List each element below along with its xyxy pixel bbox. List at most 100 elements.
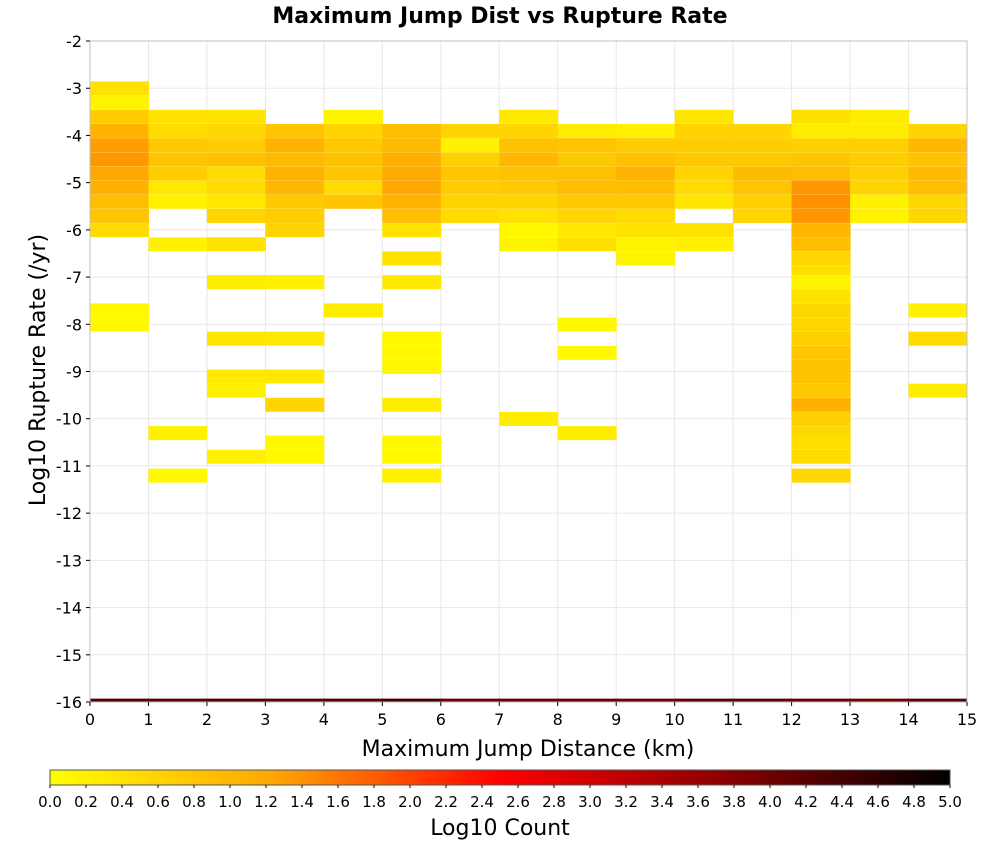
heatmap-cell: [206, 152, 266, 167]
heatmap-cell: [733, 152, 793, 167]
heatmap-cell-bottom: [90, 698, 149, 702]
heatmap-cell: [616, 208, 676, 223]
heatmap-cell: [206, 109, 266, 124]
y-tick-label: -2: [66, 32, 82, 51]
heatmap-cell: [674, 123, 734, 138]
heatmap-cell: [733, 123, 793, 138]
heatmap-cell: [791, 435, 851, 450]
colorbar-tick-label: 4.8: [902, 793, 926, 811]
heatmap-cell: [557, 194, 617, 209]
heatmap-cell: [850, 194, 910, 209]
heatmap-cell: [440, 208, 500, 223]
heatmap-cell: [791, 411, 851, 426]
heatmap-cell: [499, 180, 559, 195]
heatmap-cell: [382, 180, 442, 195]
x-tick-label: 12: [781, 710, 801, 729]
x-axis-label: Maximum Jump Distance (km): [362, 737, 695, 762]
heatmap-cell: [265, 152, 325, 167]
heatmap-cell: [148, 123, 208, 138]
heatmap-cell: [791, 317, 851, 332]
heatmap-cell: [791, 369, 851, 384]
heatmap-cell: [206, 166, 266, 181]
x-tick-label: 11: [723, 710, 743, 729]
heatmap-cell: [90, 138, 149, 153]
heatmap-cell: [616, 166, 676, 181]
heatmap-cell: [323, 138, 383, 153]
heatmap-cell: [557, 152, 617, 167]
heatmap-cell: [382, 138, 442, 153]
heatmap-cell: [557, 345, 617, 360]
heatmap-cell: [791, 194, 851, 209]
heatmap-cell: [908, 180, 968, 195]
y-axis-ticks: -2 -3 -4 -5 -6 -7 -8 -9 -10 -11 -12 -13 -14 -15 -16: [56, 32, 90, 712]
heatmap-cell: [791, 289, 851, 304]
heatmap-cell: [206, 180, 266, 195]
heatmap-cell: [265, 449, 325, 464]
heatmap-cell: [850, 166, 910, 181]
colorbar-tick-label: 5.0: [938, 793, 962, 811]
heatmap-cell: [206, 138, 266, 153]
heatmap-cell: [850, 123, 910, 138]
heatmap-cell: [499, 123, 559, 138]
heatmap-cell-bottom: [674, 698, 734, 702]
chart-title: Maximum Jump Dist vs Rupture Rate: [272, 4, 727, 29]
heatmap-cell: [791, 123, 851, 138]
colorbar-tick-label: 1.6: [326, 793, 350, 811]
x-tick-label: 8: [553, 710, 563, 729]
heatmap-cell: [440, 138, 500, 153]
heatmap-cell: [557, 317, 617, 332]
heatmap-cell: [323, 152, 383, 167]
colorbar-tick-label: 3.4: [650, 793, 674, 811]
heatmap-cell: [440, 123, 500, 138]
colorbar-tick-label: 0.8: [182, 793, 206, 811]
heatmap-cell: [265, 397, 325, 412]
heatmap-cell: [499, 166, 559, 181]
heatmap-cell: [557, 208, 617, 223]
heatmap-cell: [206, 383, 266, 398]
heatmap-cell: [791, 109, 851, 124]
heatmap-cell: [791, 152, 851, 167]
colorbar-tick-label: 1.0: [218, 793, 242, 811]
y-tick-label: -5: [66, 174, 82, 193]
colorbar-tick-label: 2.8: [542, 793, 566, 811]
heatmap-cell: [499, 109, 559, 124]
heatmap-cell: [265, 331, 325, 346]
heatmap-cell: [791, 251, 851, 266]
heatmap-cell-bottom: [733, 698, 793, 702]
heatmap-cell: [616, 123, 676, 138]
heatmap-cell: [265, 223, 325, 238]
heatmap-cell: [382, 166, 442, 181]
heatmap-cell: [674, 237, 734, 252]
heatmap-cell: [908, 123, 968, 138]
x-tick-label: 0: [85, 710, 95, 729]
heatmap-cell: [557, 223, 617, 238]
heatmap-cell-bottom: [206, 698, 266, 702]
heatmap-cell: [733, 138, 793, 153]
colorbar-tick-label: 0.6: [146, 793, 170, 811]
heatmap-cell: [206, 237, 266, 252]
heatmap-cell: [440, 194, 500, 209]
heatmap-cell: [323, 180, 383, 195]
heatmap-cell: [90, 81, 149, 96]
heatmap-cells: [90, 81, 968, 702]
y-tick-label: -7: [66, 268, 82, 287]
heatmap-cell: [908, 303, 968, 318]
heatmap-cell: [382, 449, 442, 464]
heatmap-cell: [382, 194, 442, 209]
heatmap-cell: [733, 194, 793, 209]
colorbar-tick-label: 2.2: [434, 793, 458, 811]
y-tick-label: -14: [56, 599, 82, 618]
colorbar-tick-label: 1.4: [290, 793, 314, 811]
y-tick-label: -16: [56, 693, 82, 712]
heatmap-cell: [265, 435, 325, 450]
heatmap-cell: [499, 194, 559, 209]
heatmap-cell: [323, 109, 383, 124]
heatmap-cell: [148, 152, 208, 167]
colorbar-tick-label: 1.8: [362, 793, 386, 811]
y-tick-label: -4: [66, 126, 82, 145]
heatmap-cell: [148, 138, 208, 153]
heatmap-cell: [791, 237, 851, 252]
heatmap-cell: [90, 317, 149, 332]
